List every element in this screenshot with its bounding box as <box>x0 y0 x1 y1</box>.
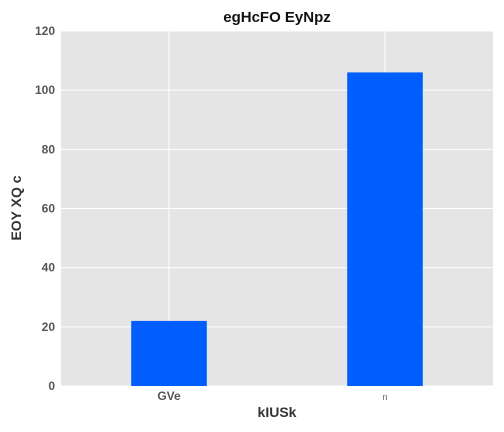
y-tick-label: 120 <box>35 24 55 38</box>
bar <box>347 72 423 387</box>
y-tick-label: 40 <box>42 261 56 275</box>
y-axis-ticks: 0 20 40 60 80 100 120 <box>35 24 55 393</box>
bar <box>131 320 207 386</box>
bars <box>131 72 423 387</box>
y-tick-label: 60 <box>42 202 56 216</box>
x-tick-label: GVe <box>157 389 181 403</box>
y-tick-label: 0 <box>48 379 55 393</box>
y-tick-label: 100 <box>35 83 55 97</box>
x-tick-label: n <box>382 392 387 402</box>
chart-title: egHcFO EyNpz <box>223 9 331 26</box>
y-tick-label: 20 <box>42 320 56 334</box>
x-axis-label: kIUSk <box>258 404 297 420</box>
y-axis-label: EOY XQ c <box>8 175 24 240</box>
x-axis-ticks: GVe n <box>157 389 387 403</box>
y-tick-label: 80 <box>42 142 56 156</box>
